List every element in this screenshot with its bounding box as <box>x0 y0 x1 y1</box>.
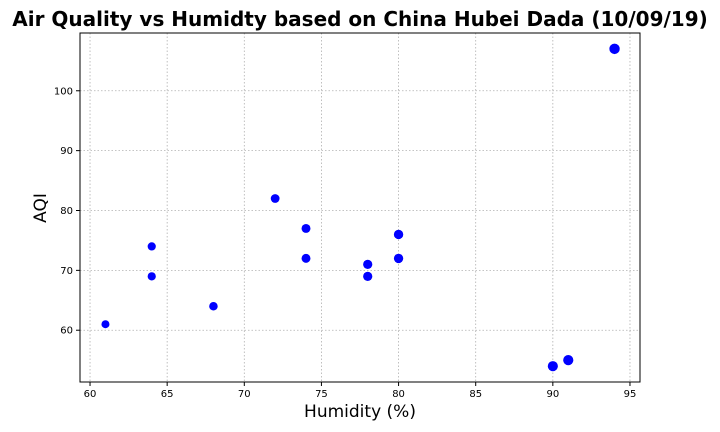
data-point <box>363 259 373 269</box>
x-tick-label: 85 <box>469 389 482 400</box>
x-tick-label: 90 <box>546 389 559 400</box>
data-point <box>393 253 404 264</box>
data-point <box>101 320 110 329</box>
data-point <box>393 229 404 240</box>
chart-title: Air Quality vs Humidty based on China Hu… <box>12 7 708 31</box>
plot-area-frame <box>79 32 641 383</box>
data-point <box>301 223 311 233</box>
x-tick-label: 70 <box>238 389 251 400</box>
x-axis-label: Humidity (%) <box>304 402 416 422</box>
data-point <box>609 43 620 55</box>
data-point <box>301 253 311 263</box>
data-point <box>547 361 558 372</box>
data-point <box>363 271 373 281</box>
data-point <box>147 272 156 281</box>
data-point <box>209 302 218 311</box>
y-axis-label: AQI <box>31 193 51 223</box>
x-tick-label: 65 <box>161 389 174 400</box>
data-point <box>563 355 574 366</box>
data-point <box>147 242 156 251</box>
x-tick-label: 95 <box>624 389 637 400</box>
data-point <box>270 194 280 203</box>
data-points <box>101 43 620 372</box>
y-tick-label: 60 <box>60 326 73 337</box>
x-tick-label: 75 <box>315 389 328 400</box>
y-tick-label: 80 <box>60 206 73 217</box>
axis-ticks: 60 65 70 75 80 85 90 95 60 70 80 90 100 <box>54 86 636 400</box>
y-tick-label: 70 <box>60 266 73 277</box>
grid-lines <box>80 33 640 382</box>
y-tick-label: 90 <box>60 146 73 157</box>
x-tick-label: 80 <box>392 389 405 400</box>
y-tick-label: 100 <box>54 86 73 97</box>
x-tick-label: 60 <box>84 389 97 400</box>
